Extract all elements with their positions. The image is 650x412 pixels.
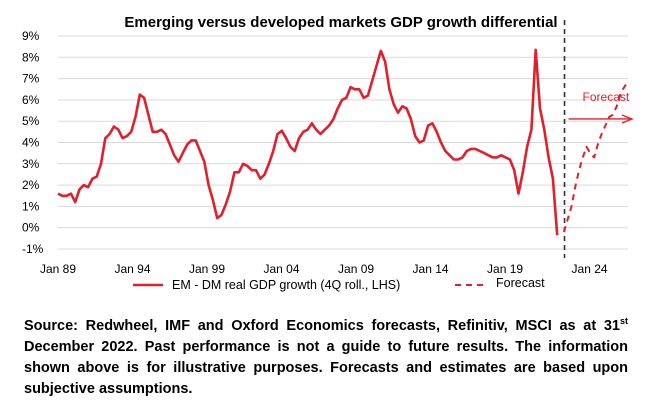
legend-label-forecast: Forecast <box>496 276 545 290</box>
x-tick-label: Jan 19 <box>487 262 523 276</box>
x-tick-label: Jan 89 <box>40 262 76 276</box>
y-axis-tick-labels: 9% 8% 7% 6% 5% 4% 3% 2% 1% 0% -1% <box>22 29 44 256</box>
gdp-growth-differential-chart: Emerging versus developed markets GDP gr… <box>22 14 634 292</box>
x-tick-label: Jan 94 <box>114 262 150 276</box>
x-axis-tick-labels: Jan 89 Jan 94 Jan 99 Jan 04 Jan 09 Jan 14 Jan … <box>40 262 608 276</box>
source-note-superscript: st <box>619 316 628 327</box>
y-tick-label: 5% <box>22 114 40 128</box>
x-tick-label: Jan 99 <box>189 262 225 276</box>
chart-title: Emerging versus developed markets GDP gr… <box>124 14 557 31</box>
plot-area: Forecast <box>57 20 634 258</box>
series-line-forecast <box>562 81 629 233</box>
y-tick-label: 2% <box>22 178 40 192</box>
gridlines <box>58 35 628 250</box>
x-tick-label: Jan 14 <box>413 262 449 276</box>
y-tick-label: 4% <box>22 136 40 150</box>
y-tick-label: 6% <box>22 93 40 107</box>
y-tick-label: 8% <box>22 50 40 64</box>
forecast-annotation: Forecast <box>583 90 630 104</box>
forecast-arrow-head <box>621 114 634 124</box>
source-note: Source: Redwheel, IMF and Oxford Economi… <box>24 316 628 400</box>
source-note-line1: Source: Redwheel, IMF and Oxford Economi… <box>24 318 620 334</box>
y-tick-label: -1% <box>22 242 44 256</box>
legend: EM - DM real GDP growth (4Q roll., LHS) … <box>133 276 545 292</box>
y-tick-label: 7% <box>22 72 40 86</box>
x-tick-label: Jan 09 <box>338 262 374 276</box>
y-tick-label: 9% <box>22 29 40 43</box>
y-tick-label: 0% <box>22 221 40 235</box>
y-tick-label: 1% <box>22 199 40 213</box>
x-tick-label: Jan 24 <box>572 262 608 276</box>
x-tick-label: Jan 04 <box>264 262 300 276</box>
source-note-rest: December 2022. Past performance is not a… <box>24 339 628 397</box>
legend-label-actual: EM - DM real GDP growth (4Q roll., LHS) <box>172 278 400 292</box>
y-tick-label: 3% <box>22 157 40 171</box>
series-line-actual <box>57 48 559 236</box>
